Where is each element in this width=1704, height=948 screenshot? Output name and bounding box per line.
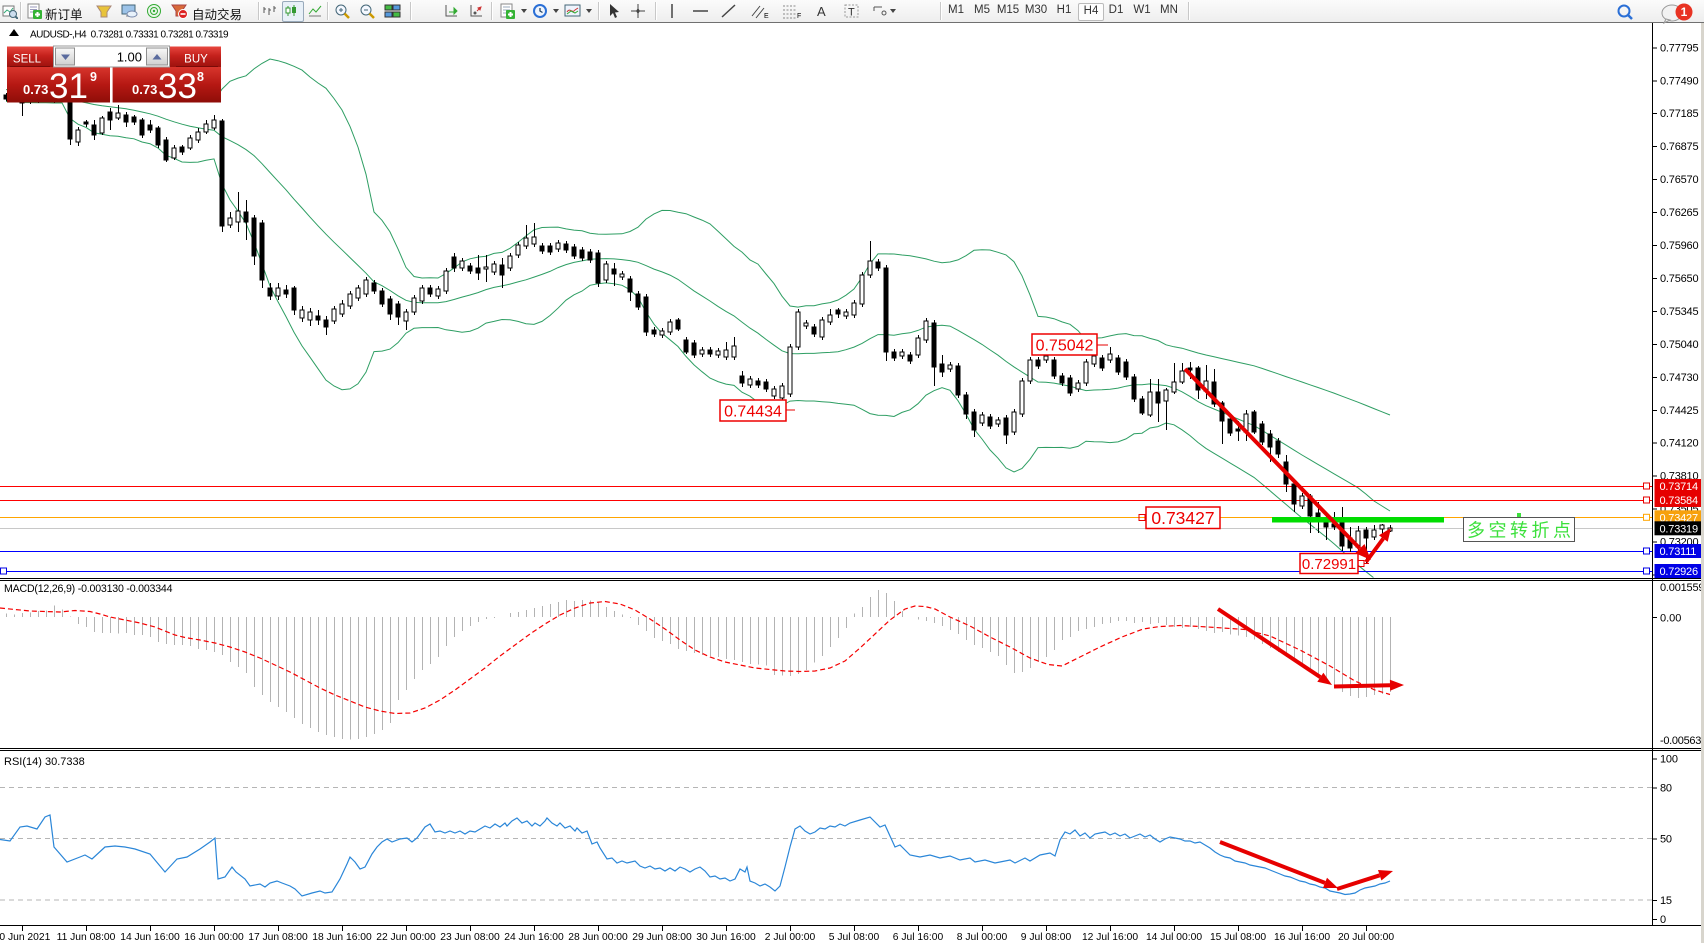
svg-text:0.75960: 0.75960 [1660,240,1698,252]
svg-text:AUDUSD-,H4 0.73281 0.73331 0.: AUDUSD-,H4 0.73281 0.73331 0.73281 0.733… [30,30,229,41]
svg-text:0.73: 0.73 [23,82,48,97]
svg-text:0.76570: 0.76570 [1660,174,1698,186]
svg-text:0.73427: 0.73427 [1151,508,1214,528]
svg-text:0.72926: 0.72926 [1660,566,1698,578]
svg-text:E: E [764,13,769,19]
svg-text:23 Jun 08:00: 23 Jun 08:00 [440,932,500,943]
svg-text:0.76875: 0.76875 [1660,141,1698,153]
svg-text:14 Jul 00:00: 14 Jul 00:00 [1146,932,1202,943]
svg-text:0: 0 [1660,914,1666,926]
svg-text:9: 9 [90,70,97,84]
svg-text:5 Jul 08:00: 5 Jul 08:00 [829,932,880,943]
svg-text:MACD(12,26,9) -0.003130 -0.003: MACD(12,26,9) -0.003130 -0.003344 [4,583,173,595]
svg-text:50: 50 [1660,834,1672,846]
svg-text:24 Jun 16:00: 24 Jun 16:00 [504,932,564,943]
svg-text:8: 8 [197,70,204,84]
svg-text:0.75040: 0.75040 [1660,339,1698,351]
svg-text:1.00: 1.00 [117,50,142,65]
svg-text:0.74730: 0.74730 [1660,372,1698,384]
svg-text:11 Jun 08:00: 11 Jun 08:00 [57,932,116,943]
svg-text:0.77490: 0.77490 [1660,75,1698,87]
svg-text:16 Jun 00:00: 16 Jun 00:00 [184,932,244,943]
svg-text:15: 15 [1660,895,1672,907]
svg-text:0.001559: 0.001559 [1660,582,1704,594]
svg-text:0.73111: 0.73111 [1660,546,1697,558]
svg-text:20 Jul 00:00: 20 Jul 00:00 [1338,932,1394,943]
svg-text:80: 80 [1660,783,1672,795]
svg-text:2 Jul 00:00: 2 Jul 00:00 [765,932,816,943]
svg-text:A: A [817,4,826,19]
svg-text:30 Jun 16:00: 30 Jun 16:00 [696,932,756,943]
svg-text:0.76265: 0.76265 [1660,207,1698,219]
svg-text:0.74425: 0.74425 [1660,405,1698,417]
svg-text:8 Jul 00:00: 8 Jul 00:00 [957,932,1008,943]
svg-text:28 Jun 00:00: 28 Jun 00:00 [568,932,628,943]
svg-text:SELL: SELL [13,54,42,66]
svg-text:0.74434: 0.74434 [724,403,782,420]
svg-text:14 Jun 16:00: 14 Jun 16:00 [120,932,180,943]
svg-text:-0.005634: -0.005634 [1660,735,1704,747]
svg-text:18 Jun 16:00: 18 Jun 16:00 [312,932,372,943]
svg-text:F: F [797,13,801,19]
svg-text:100: 100 [1660,754,1678,766]
svg-text:0.74120: 0.74120 [1660,438,1698,450]
svg-text:16 Jul 16:00: 16 Jul 16:00 [1274,932,1330,943]
svg-text:0.73319: 0.73319 [1660,524,1698,536]
svg-text:15 Jul 08:00: 15 Jul 08:00 [1210,932,1266,943]
svg-text:RSI(14) 30.7338: RSI(14) 30.7338 [4,756,85,768]
svg-text:1: 1 [1681,5,1688,19]
svg-text:0.73584: 0.73584 [1660,495,1698,507]
svg-text:T: T [848,7,855,19]
svg-text:10 Jun 2021: 10 Jun 2021 [0,932,51,943]
svg-text:12 Jul 16:00: 12 Jul 16:00 [1082,932,1138,943]
svg-text:33: 33 [158,67,197,106]
svg-text:0.75345: 0.75345 [1660,306,1698,318]
svg-text:BUY: BUY [184,54,208,66]
svg-text:0.77795: 0.77795 [1660,43,1698,55]
svg-text:0.75650: 0.75650 [1660,273,1698,285]
svg-text:0.00: 0.00 [1660,613,1681,625]
svg-text:0.73: 0.73 [132,82,157,97]
svg-text:22 Jun 00:00: 22 Jun 00:00 [376,932,436,943]
svg-text:0.77185: 0.77185 [1660,108,1698,120]
svg-text:6 Jul 16:00: 6 Jul 16:00 [893,932,944,943]
svg-text:0.72991: 0.72991 [1302,556,1356,573]
svg-text:多空转折点: 多空转折点 [1467,521,1571,541]
svg-text:29 Jun 08:00: 29 Jun 08:00 [632,932,692,943]
svg-text:9 Jul 08:00: 9 Jul 08:00 [1021,932,1072,943]
svg-text:31: 31 [49,67,88,106]
svg-text:0.73714: 0.73714 [1660,481,1698,493]
svg-text:17 Jun 08:00: 17 Jun 08:00 [248,932,308,943]
svg-text:0.75042: 0.75042 [1036,337,1094,354]
